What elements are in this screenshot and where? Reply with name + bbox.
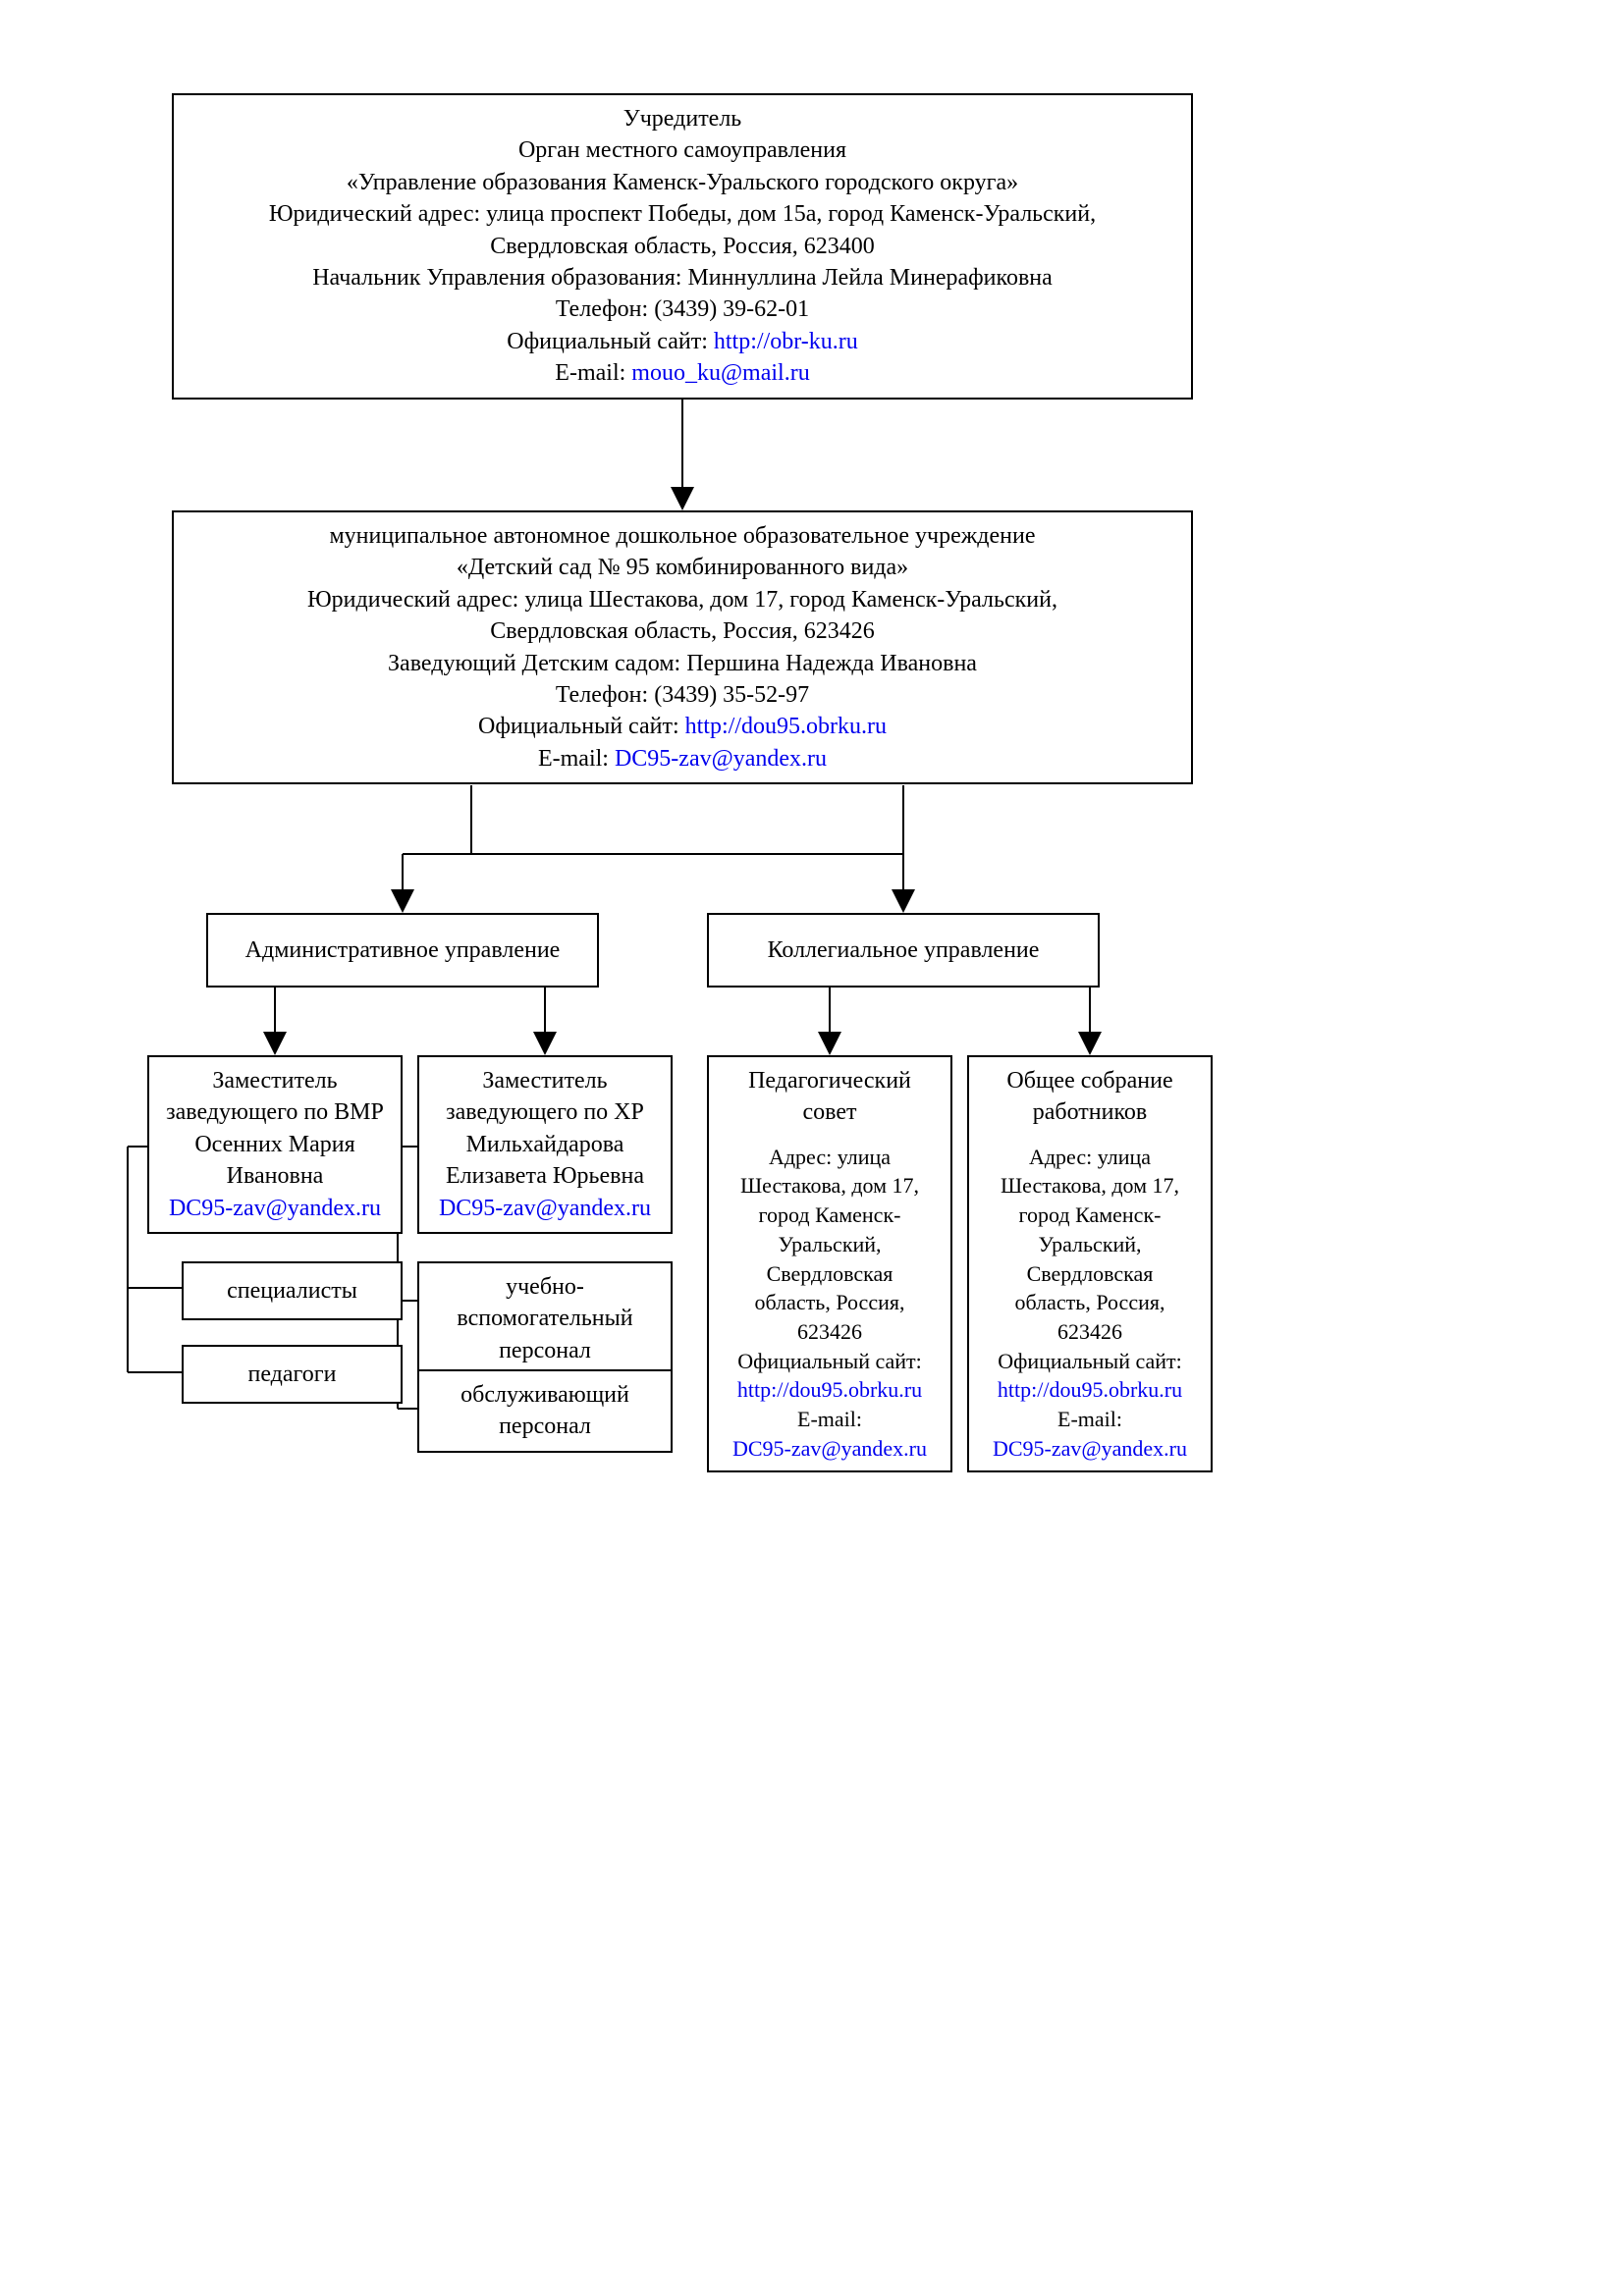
gm-addr5: Свердловская: [981, 1259, 1199, 1289]
ped-site-label: Официальный сайт:: [721, 1347, 939, 1376]
gm-site-link[interactable]: http://dou95.obrku.ru: [981, 1375, 1199, 1405]
founder-l4: Юридический адрес: улица проспект Победы…: [186, 198, 1179, 230]
founder-site-line: Официальный сайт: http://obr-ku.ru: [186, 326, 1179, 357]
dep-hr-l4: Елизавета Юрьевна: [431, 1160, 659, 1192]
dep-hr-l2: заведующего по ХР: [431, 1096, 659, 1128]
support-box: учебно-вспомогательный персонал: [417, 1261, 673, 1376]
gm-l2: работников: [981, 1096, 1199, 1128]
dep-hr-l1: Заместитель: [431, 1065, 659, 1096]
dep-vmr-email[interactable]: DC95-zav@yandex.ru: [161, 1193, 389, 1224]
gm-addr4: Уральский,: [981, 1230, 1199, 1259]
dep-vmr-l2: заведующего по ВМР: [161, 1096, 389, 1128]
founder-l3: «Управление образования Каменск-Уральско…: [186, 167, 1179, 198]
service-box: обслуживающий персонал: [417, 1369, 673, 1453]
inst-email-link[interactable]: DC95-zav@yandex.ru: [615, 746, 827, 772]
ped-addr5: Свердловская: [721, 1259, 939, 1289]
service-l1: обслуживающий: [431, 1379, 659, 1411]
inst-email-line: E-mail: DC95-zav@yandex.ru: [186, 743, 1179, 774]
dep-hr-email[interactable]: DC95-zav@yandex.ru: [431, 1193, 659, 1224]
service-l2: персонал: [431, 1411, 659, 1442]
ped-addr4: Уральский,: [721, 1230, 939, 1259]
gm-addr7: 623426: [981, 1317, 1199, 1347]
ped-email-link[interactable]: DC95-zav@yandex.ru: [721, 1434, 939, 1464]
dep-vmr-l4: Ивановна: [161, 1160, 389, 1192]
specialists-box: специалисты: [182, 1261, 403, 1320]
founder-email-label: E-mail:: [555, 360, 631, 386]
founder-box: Учредитель Орган местного самоуправления…: [172, 93, 1193, 400]
gm-l1: Общее собрание: [981, 1065, 1199, 1096]
ped-council-box: Педагогический совет Адрес: улица Шестак…: [707, 1055, 952, 1472]
inst-l4: Свердловская область, Россия, 623426: [186, 615, 1179, 647]
collegial-branch-title: Коллегиальное управление: [768, 937, 1040, 963]
gm-site-label: Официальный сайт:: [981, 1347, 1199, 1376]
founder-site-link[interactable]: http://obr-ku.ru: [714, 329, 858, 354]
gm-addr6: область, Россия,: [981, 1288, 1199, 1317]
founder-l7: Телефон: (3439) 39-62-01: [186, 294, 1179, 325]
founder-title: Учредитель: [186, 103, 1179, 134]
dep-vmr-l1: Заместитель: [161, 1065, 389, 1096]
admin-branch-title: Административное управление: [245, 937, 561, 963]
admin-branch-box: Административное управление: [206, 913, 599, 988]
gm-email-link[interactable]: DC95-zav@yandex.ru: [981, 1434, 1199, 1464]
founder-site-label: Официальный сайт:: [507, 329, 714, 354]
ped-addr6: область, Россия,: [721, 1288, 939, 1317]
founder-l2: Орган местного самоуправления: [186, 134, 1179, 166]
founder-l5: Свердловская область, Россия, 623400: [186, 231, 1179, 262]
ped-addr7: 623426: [721, 1317, 939, 1347]
inst-email-label: E-mail:: [538, 746, 615, 772]
support-l2: персонал: [431, 1335, 659, 1366]
ped-l1: Педагогический: [721, 1065, 939, 1096]
teachers-label: педагоги: [248, 1362, 337, 1387]
deputy-vmr-box: Заместитель заведующего по ВМР Осенних М…: [147, 1055, 403, 1234]
inst-site-label: Официальный сайт:: [478, 714, 685, 739]
inst-site-line: Официальный сайт: http://dou95.obrku.ru: [186, 711, 1179, 742]
ped-addr2: Шестакова, дом 17,: [721, 1171, 939, 1201]
ped-addr3: город Каменск-: [721, 1201, 939, 1230]
ped-email-label: E-mail:: [721, 1405, 939, 1434]
gm-addr1: Адрес: улица: [981, 1143, 1199, 1172]
inst-l1: муниципальное автономное дошкольное обра…: [186, 520, 1179, 552]
gm-addr3: город Каменск-: [981, 1201, 1199, 1230]
institution-box: муниципальное автономное дошкольное обра…: [172, 510, 1193, 784]
ped-l2: совет: [721, 1096, 939, 1128]
founder-l6: Начальник Управления образования: Миннул…: [186, 262, 1179, 294]
inst-l5: Заведующий Детским садом: Першина Надежд…: [186, 648, 1179, 679]
dep-vmr-l3: Осенних Мария: [161, 1129, 389, 1160]
deputy-hr-box: Заместитель заведующего по ХР Мильхайдар…: [417, 1055, 673, 1234]
inst-l6: Телефон: (3439) 35-52-97: [186, 679, 1179, 711]
inst-l3: Юридический адрес: улица Шестакова, дом …: [186, 584, 1179, 615]
teachers-box: педагоги: [182, 1345, 403, 1404]
support-l1: учебно-вспомогательный: [431, 1271, 659, 1335]
collegial-branch-box: Коллегиальное управление: [707, 913, 1100, 988]
inst-l2: «Детский сад № 95 комбинированного вида»: [186, 552, 1179, 583]
inst-site-link[interactable]: http://dou95.obrku.ru: [685, 714, 887, 739]
ped-addr1: Адрес: улица: [721, 1143, 939, 1172]
gm-email-label: E-mail:: [981, 1405, 1199, 1434]
gm-addr2: Шестакова, дом 17,: [981, 1171, 1199, 1201]
ped-site-link[interactable]: http://dou95.obrku.ru: [721, 1375, 939, 1405]
founder-email-link[interactable]: mouo_ku@mail.ru: [631, 360, 809, 386]
specialists-label: специалисты: [227, 1278, 357, 1304]
dep-hr-l3: Мильхайдарова: [431, 1129, 659, 1160]
founder-email-line: E-mail: mouo_ku@mail.ru: [186, 357, 1179, 389]
general-meeting-box: Общее собрание работников Адрес: улица Ш…: [967, 1055, 1213, 1472]
